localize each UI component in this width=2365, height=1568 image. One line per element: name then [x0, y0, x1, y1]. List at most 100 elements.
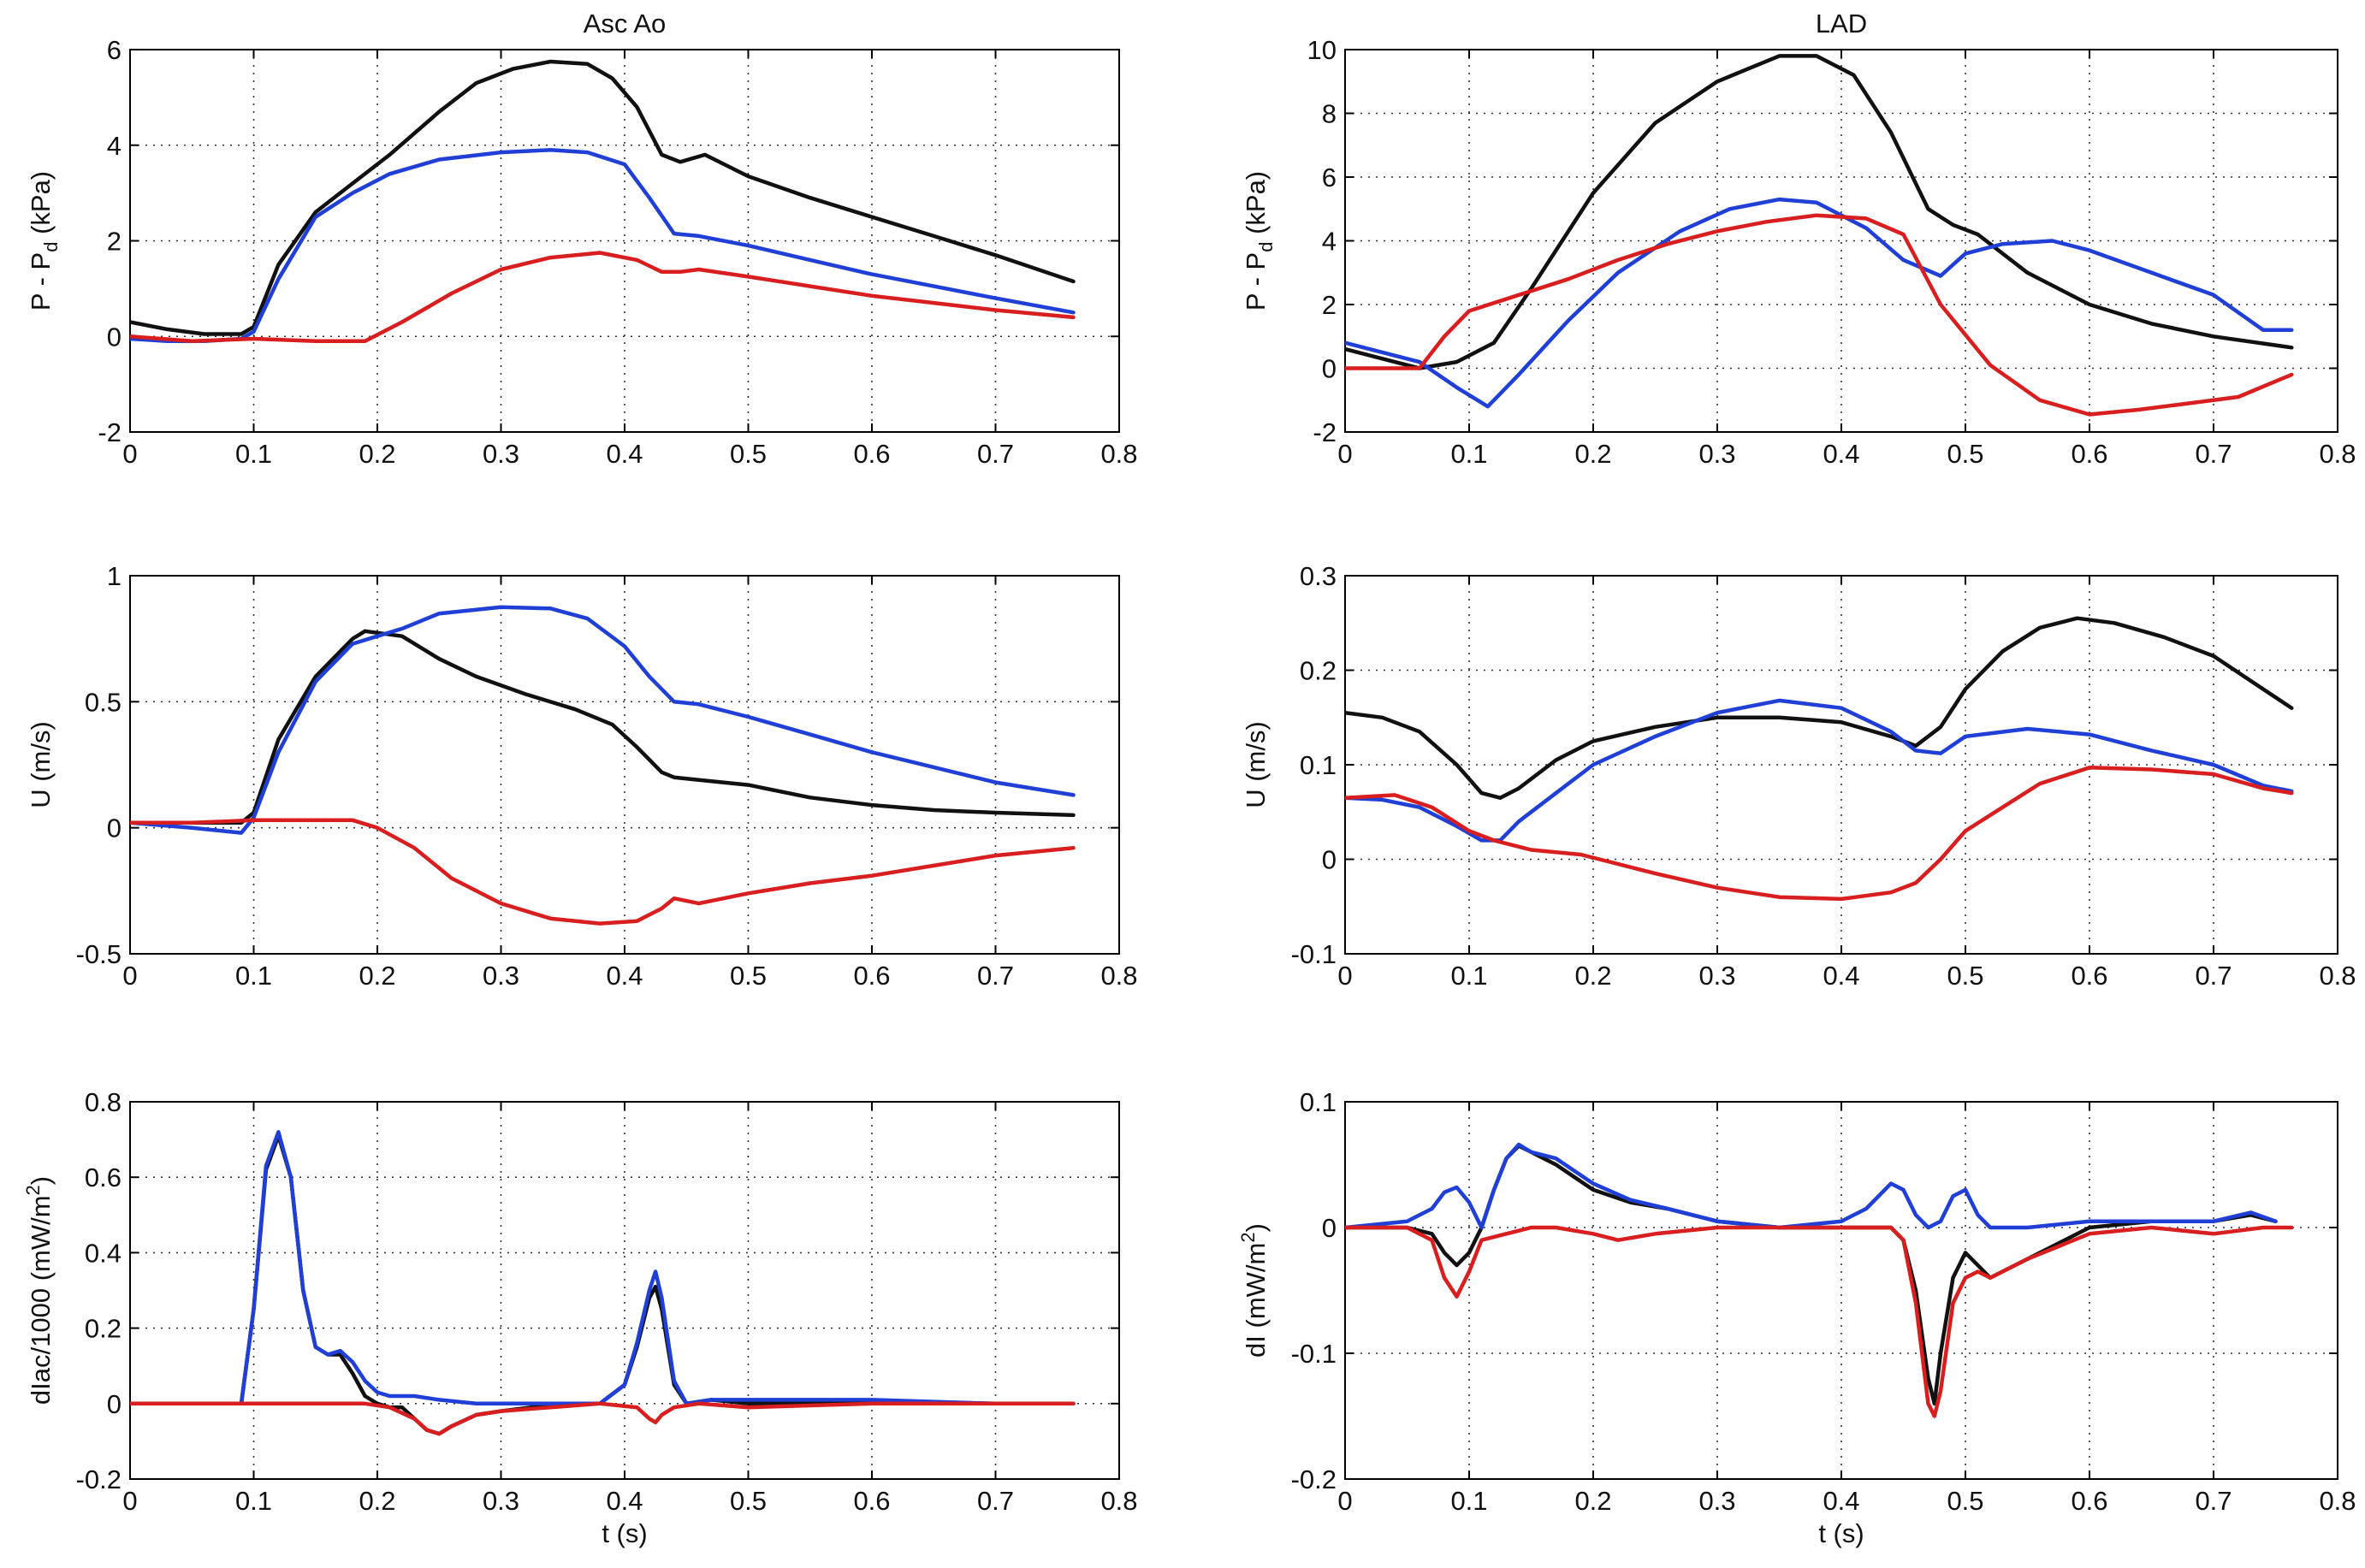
x-tick-label: 0.5	[730, 1486, 767, 1516]
x-tick-label: 0.3	[1698, 961, 1735, 991]
y-tick-label: -2	[98, 417, 122, 447]
x-tick-label: 0	[1337, 1486, 1352, 1516]
x-tick-label: 0	[122, 961, 137, 991]
y-axis-label-unit: (kPa)	[26, 171, 56, 242]
y-tick-label: 4	[1322, 227, 1337, 257]
y-axis-label-subscript: d	[1255, 242, 1277, 252]
series-line-blue	[130, 148, 1076, 344]
series-line-blue	[1345, 698, 2294, 843]
chart-title: LAD	[1816, 9, 1867, 38]
y-tick-label: 0.1	[1300, 1087, 1337, 1117]
series-line-black	[1345, 616, 2294, 800]
x-tick-label: 0.6	[853, 1486, 890, 1516]
x-tick-label: 0.7	[977, 439, 1014, 469]
x-tick-label: 0	[1337, 961, 1352, 991]
x-tick-label: 0.4	[606, 439, 643, 469]
chart-panel-6: 0 0.1 0.2 0.3 0.4 0.5 0.6 0.7 0.8 -0.2 -0.1 0 0.1 t (…	[1237, 1087, 2356, 1548]
x-tick-label: 0.1	[235, 1486, 272, 1516]
x-tick-label: 0.7	[2195, 439, 2232, 469]
series-line-blue	[130, 605, 1076, 835]
plot-area	[1344, 49, 2338, 433]
x-tick-label: 0.8	[1100, 1486, 1137, 1516]
y-axis-label-unit: )	[1241, 1223, 1271, 1232]
x-tick-label: 0.1	[1450, 961, 1487, 991]
x-axis-label: t (s)	[1818, 1518, 1864, 1548]
y-axis-label-subscript: d	[40, 242, 62, 252]
x-tick-label: 0.7	[2195, 1486, 2232, 1516]
x-tick-label: 0.4	[1823, 1486, 1859, 1516]
y-tick-label: 0.5	[85, 687, 122, 717]
x-tick-label: 0.5	[730, 439, 767, 469]
y-tick-label: 1	[107, 561, 122, 591]
x-tick-label: 0.8	[2319, 961, 2356, 991]
y-axis-label-superscript: 2	[1237, 1232, 1259, 1242]
x-tick-label: 0.8	[1100, 439, 1137, 469]
x-tick-label: 0.5	[1947, 961, 1983, 991]
y-tick-label: 0	[1322, 845, 1337, 875]
x-tick-label: 0	[122, 439, 137, 469]
y-tick-label: 0.2	[85, 1314, 122, 1344]
y-axis-label: dI (mW/m2)	[1237, 1223, 1271, 1358]
y-tick-label: -0.5	[76, 939, 122, 969]
x-tick-label: 0.6	[2071, 1486, 2107, 1516]
x-tick-label: 0.7	[977, 961, 1014, 991]
x-tick-label: 0.2	[1574, 961, 1611, 991]
series-line-black	[1345, 54, 2294, 370]
x-tick-label: 0.3	[483, 1486, 519, 1516]
plot-area	[129, 575, 1120, 955]
x-tick-label: 0.8	[2319, 1486, 2356, 1516]
x-tick-label: 0.4	[606, 1486, 643, 1516]
chart-panel-4: 0 0.1 0.2 0.3 0.4 0.5 0.6 0.7 0.8-0.100.10.20.3U…	[1241, 561, 2356, 991]
x-tick-label: 0.2	[359, 439, 395, 469]
y-axis-label-unit: (kPa)	[1241, 171, 1271, 242]
x-tick-label: 0.7	[2195, 961, 2232, 991]
x-tick-label: 0.5	[730, 961, 767, 991]
y-axis-label-main: dI (mW/m	[1241, 1243, 1271, 1358]
x-tick-label: 0.6	[853, 961, 890, 991]
y-tick-label: 0	[1322, 354, 1337, 384]
series-line-red	[1345, 1225, 2294, 1418]
y-tick-label: 8	[1322, 99, 1337, 129]
series-line-red	[130, 251, 1076, 344]
y-tick-label: -2	[1313, 417, 1337, 447]
series-line-red	[1345, 213, 2294, 417]
x-tick-label: 0.5	[1947, 1486, 1983, 1516]
series-line-black	[130, 629, 1076, 825]
y-tick-label: 0.3	[1300, 561, 1337, 591]
y-tick-label: 2	[107, 227, 122, 257]
x-tick-label: 0.3	[483, 961, 519, 991]
chart-panel-3: 0 0.1 0.2 0.3 0.4 0.5 0.6 0.7 0.8-0.500.51U (m/s…	[26, 561, 1138, 991]
plot-area	[129, 1101, 1120, 1480]
y-axis-label-main: dIac/1000 (mW/m	[26, 1195, 56, 1405]
x-axis-label: t (s)	[602, 1518, 647, 1548]
y-tick-label: 0	[107, 1389, 122, 1419]
y-tick-label: 0	[107, 814, 122, 843]
y-tick-label: -0.1	[1291, 939, 1337, 969]
y-axis-label-main: P - P	[26, 252, 56, 311]
series-line-black	[130, 59, 1076, 336]
x-tick-label: 0.7	[977, 1486, 1014, 1516]
y-axis-label-superscript: 2	[22, 1185, 44, 1195]
x-tick-label: 0.3	[483, 439, 519, 469]
chart-title: Asc Ao	[584, 9, 667, 38]
x-tick-label: 0.6	[2071, 439, 2107, 469]
chart-panel-5: 0 0.1 0.2 0.3 0.4 0.5 0.6 0.7 0.8-0.200.20.40.60…	[22, 1087, 1138, 1548]
x-tick-label: 0.1	[235, 439, 272, 469]
y-axis-label: P - Pd (kPa)	[1241, 171, 1277, 311]
series-line-red	[130, 1401, 1076, 1436]
y-axis-label: P - Pd (kPa)	[26, 171, 62, 311]
x-tick-label: 0.1	[1450, 1486, 1487, 1516]
y-tick-label: 0.8	[85, 1087, 122, 1117]
plot-area	[1344, 1101, 2338, 1480]
x-tick-label: 0	[1337, 439, 1352, 469]
y-tick-label: -0.2	[1291, 1464, 1337, 1494]
y-tick-label: 6	[107, 35, 122, 65]
y-tick-label: 6	[1322, 163, 1337, 192]
y-tick-label: 0.2	[1300, 656, 1337, 686]
x-tick-label: 0.1	[235, 961, 272, 991]
y-tick-label: 0	[107, 322, 122, 352]
x-tick-label: 0.5	[1947, 439, 1983, 469]
x-tick-label: 0.2	[359, 961, 395, 991]
x-tick-label: 0.8	[1100, 961, 1137, 991]
x-tick-label: 0.4	[606, 961, 643, 991]
